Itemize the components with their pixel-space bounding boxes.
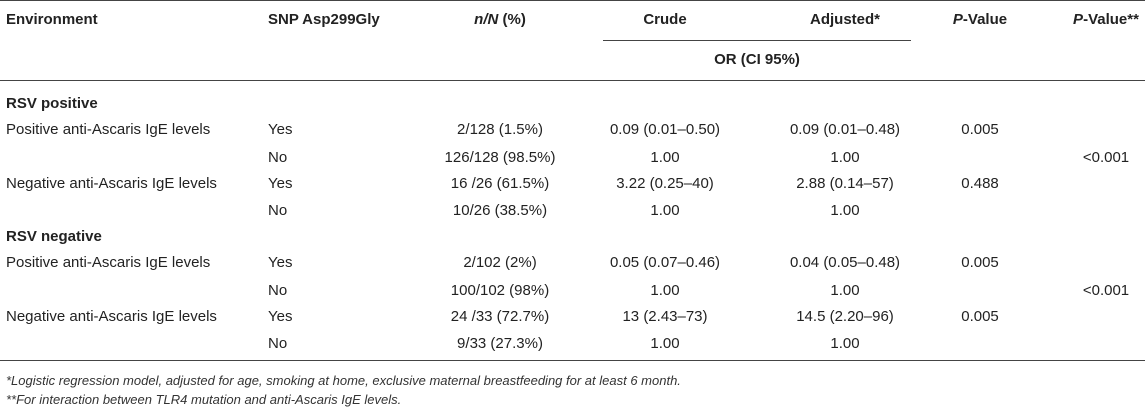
cell-n: 126/128 (98.5%) bbox=[444, 149, 556, 166]
cell-adjusted: 1.00 bbox=[830, 149, 860, 166]
cell-n: 100/102 (98%) bbox=[450, 282, 550, 299]
cell-crude: 0.09 (0.01–0.50) bbox=[609, 121, 721, 138]
cell-pvalue-interaction: <0.001 bbox=[1082, 282, 1130, 299]
cell-n: 2/102 (2%) bbox=[463, 254, 537, 271]
header-n: n/N (%) bbox=[474, 11, 526, 28]
cell-adjusted: 0.09 (0.01–0.48) bbox=[789, 121, 901, 138]
cell-snp: No bbox=[268, 149, 288, 166]
header-snp: SNP Asp299Gly bbox=[268, 11, 380, 28]
cell-crude: 13 (2.43–73) bbox=[622, 308, 708, 325]
cell-snp: No bbox=[268, 202, 288, 219]
cell-crude: 1.00 bbox=[650, 202, 680, 219]
cell-environment: Positive anti-Ascaris IgE levels bbox=[6, 121, 211, 138]
footnote-adjusted: *Logistic regression model, adjusted for… bbox=[6, 373, 681, 388]
cell-n: 16 /26 (61.5%) bbox=[450, 175, 550, 192]
header-pvalue-interaction: P-Value** bbox=[1073, 11, 1139, 28]
cell-adjusted: 1.00 bbox=[830, 202, 860, 219]
cell-pvalue-interaction: <0.001 bbox=[1082, 149, 1130, 166]
cell-crude: 1.00 bbox=[650, 282, 680, 299]
cell-environment: Negative anti-Ascaris IgE levels bbox=[6, 175, 217, 192]
cell-pvalue: 0.005 bbox=[961, 121, 999, 138]
cell-pvalue: 0.488 bbox=[961, 175, 999, 192]
cell-crude: 3.22 (0.25–40) bbox=[616, 175, 714, 192]
cell-pvalue: 0.005 bbox=[961, 254, 999, 271]
cell-n: 24 /33 (72.7%) bbox=[450, 308, 550, 325]
cell-snp: No bbox=[268, 282, 288, 299]
cell-snp: Yes bbox=[268, 175, 293, 192]
table-top-rule bbox=[0, 0, 1145, 1]
cell-adjusted: 14.5 (2.20–96) bbox=[796, 308, 894, 325]
footnote-interaction: **For interaction between TLR4 mutation … bbox=[6, 392, 402, 407]
cell-snp: Yes bbox=[268, 121, 293, 138]
cell-crude: 0.05 (0.07–0.46) bbox=[609, 254, 721, 271]
cell-n: 2/128 (1.5%) bbox=[457, 121, 543, 138]
cell-snp: Yes bbox=[268, 308, 293, 325]
header-pvalue: P-Value bbox=[952, 11, 1008, 28]
or-group-rule bbox=[603, 40, 911, 41]
cell-n: 10/26 (38.5%) bbox=[452, 202, 548, 219]
cell-adjusted: 1.00 bbox=[830, 282, 860, 299]
cell-environment: Negative anti-Ascaris IgE levels bbox=[6, 308, 217, 325]
table-bottom-rule bbox=[0, 360, 1145, 361]
header-crude: Crude bbox=[643, 11, 687, 28]
cell-n: 9/33 (27.3%) bbox=[457, 335, 543, 352]
cell-adjusted: 0.04 (0.05–0.48) bbox=[789, 254, 901, 271]
cell-crude: 1.00 bbox=[650, 149, 680, 166]
section-title: RSV positive bbox=[6, 95, 98, 112]
header-adjusted: Adjusted* bbox=[809, 11, 881, 28]
cell-snp: Yes bbox=[268, 254, 293, 271]
cell-environment: Positive anti-Ascaris IgE levels bbox=[6, 254, 211, 271]
cell-adjusted: 1.00 bbox=[830, 335, 860, 352]
section-title: RSV negative bbox=[6, 228, 102, 245]
header-environment: Environment bbox=[6, 11, 98, 28]
cell-snp: No bbox=[268, 335, 288, 352]
header-bottom-rule bbox=[0, 80, 1145, 81]
cell-adjusted: 2.88 (0.14–57) bbox=[796, 175, 894, 192]
cell-pvalue: 0.005 bbox=[961, 308, 999, 325]
cell-crude: 1.00 bbox=[650, 335, 680, 352]
header-or-group: OR (CI 95%) bbox=[714, 51, 800, 68]
